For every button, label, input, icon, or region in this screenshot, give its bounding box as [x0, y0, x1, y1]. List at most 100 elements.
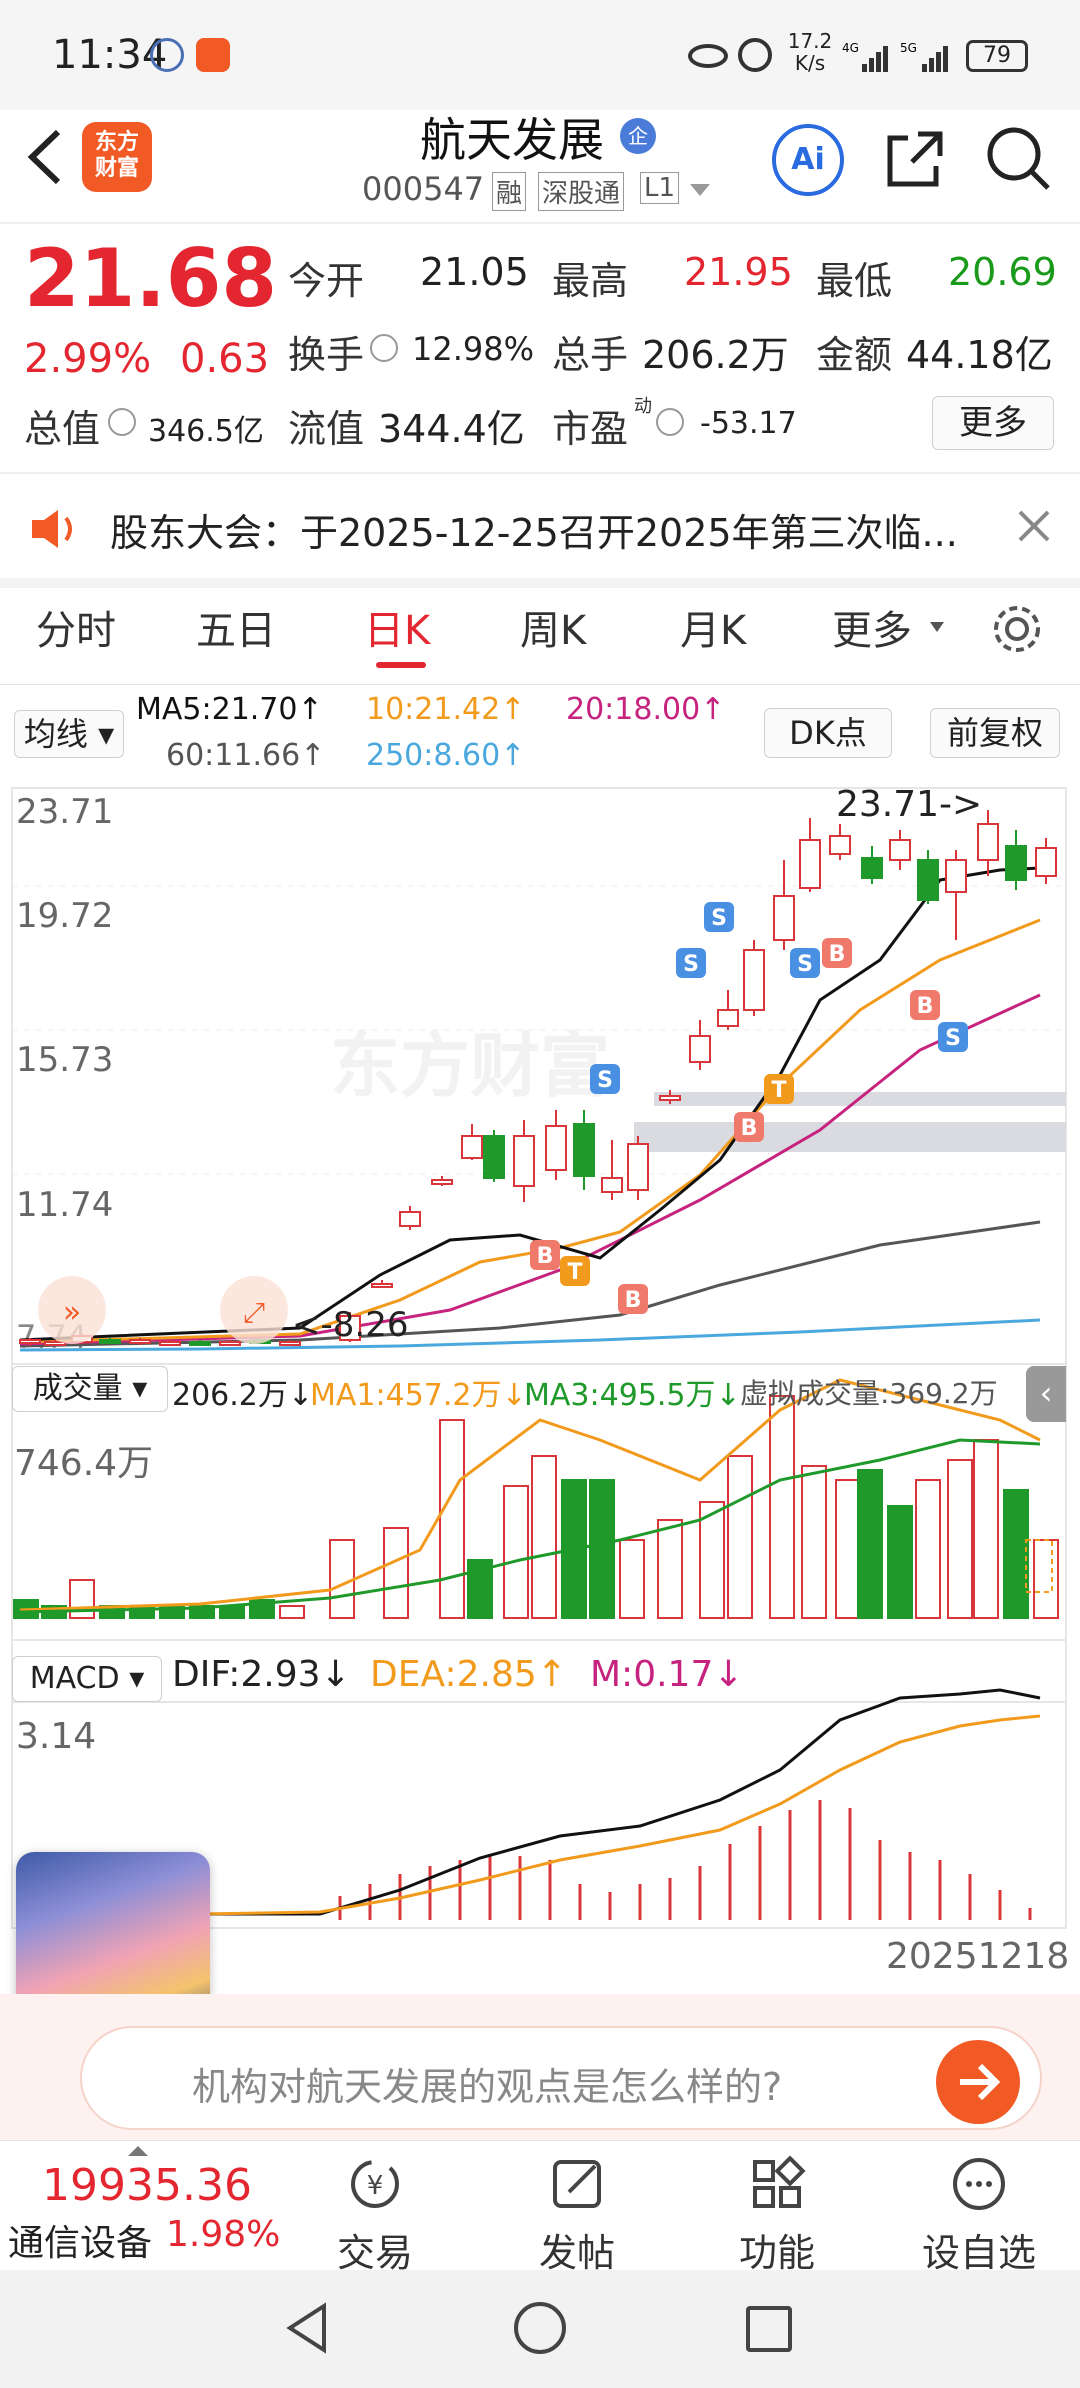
high-value: 21.95 — [684, 250, 793, 294]
home-nav-button[interactable] — [514, 2302, 566, 2354]
high-mark: 23.71-> — [836, 784, 982, 825]
tab-weekly-k[interactable]: 周K — [520, 608, 587, 654]
back-nav-button[interactable] — [282, 2300, 332, 2356]
tab-timeshare[interactable]: 分时 — [36, 608, 116, 654]
candle — [889, 839, 911, 861]
ma60-value: 60:11.66↑ — [166, 738, 326, 773]
svg-text:S: S — [683, 952, 699, 977]
svg-text:B: B — [917, 994, 934, 1019]
ai-ask-text[interactable]: 机构对航天发展的观点是怎么样的? — [192, 2065, 783, 2109]
dropdown-icon[interactable] — [690, 184, 710, 196]
t-marker[interactable]: T — [560, 1256, 590, 1286]
low-mark: <-8.26 — [292, 1305, 408, 1345]
volume-bar — [1033, 1539, 1059, 1619]
chevron-down-icon — [930, 622, 944, 632]
svg-text:5G: 5G — [900, 41, 917, 55]
nav-trade[interactable]: ¥ 交易 — [310, 2140, 440, 2275]
recents-nav-button[interactable] — [746, 2306, 792, 2352]
ai-button[interactable]: Ai — [772, 124, 844, 196]
candle — [1035, 847, 1057, 877]
tab-monthly-k[interactable]: 月K — [680, 608, 747, 654]
tab-more[interactable]: 更多 — [832, 608, 912, 654]
tab-five-day[interactable]: 五日 — [196, 608, 276, 654]
info-icon[interactable] — [108, 408, 136, 436]
kline-chart[interactable]: 东方财富 23.71 19.72 15.73 11.74 7.74 23.71-… — [0, 780, 1080, 1980]
float-label: 流值 — [288, 407, 365, 451]
expand-bubble[interactable] — [38, 1276, 106, 1344]
settings-button[interactable] — [990, 602, 1044, 656]
ma-selector[interactable]: 均线 ▾ — [14, 710, 124, 758]
volume-selector[interactable]: 成交量 ▾ — [12, 1366, 168, 1412]
info-icon[interactable] — [656, 408, 684, 436]
tab-daily-k[interactable]: 日K — [364, 608, 431, 654]
collapse-panel-button[interactable]: ‹ — [1026, 1366, 1066, 1422]
open-label: 今开 — [288, 259, 365, 303]
macd-bars — [338, 1800, 1032, 1920]
candle — [977, 823, 999, 861]
watermark: 东方财富 — [330, 1025, 610, 1107]
candle — [371, 1283, 393, 1288]
sell-marker[interactable]: S — [704, 902, 734, 932]
nav-add-watchlist[interactable]: 设自选 — [914, 2140, 1044, 2275]
zoom-bubble[interactable] — [220, 1276, 288, 1344]
buy-marker[interactable]: B — [734, 1112, 764, 1142]
adjust-button[interactable]: 前复权 — [930, 708, 1060, 758]
volume-ma1: MA1:457.2万↓ — [310, 1378, 527, 1413]
ma250-value: 250:8.60↑ — [366, 738, 526, 773]
svg-text:S: S — [597, 1068, 613, 1093]
nav-post[interactable]: 发帖 — [512, 2140, 642, 2275]
vol-ma1-line — [19, 1378, 1041, 1612]
t-marker[interactable]: T — [764, 1074, 794, 1104]
y-label: 15.73 — [16, 1040, 113, 1080]
volume-bar — [769, 1395, 795, 1619]
level-tag: L1 — [640, 172, 680, 204]
virtual-volume-bar — [1025, 1539, 1053, 1593]
ask-send-button[interactable] — [936, 2040, 1020, 2124]
sell-marker[interactable]: S — [676, 948, 706, 978]
virtual-volume: 虚拟成交量:369.2万 — [740, 1377, 998, 1410]
candle — [339, 1315, 361, 1341]
nav-function[interactable]: 功能 — [712, 2140, 842, 2275]
volume-bar — [531, 1455, 557, 1619]
ai-ask-input[interactable] — [80, 2026, 1042, 2130]
pe-label: 市盈 — [552, 407, 629, 451]
buy-marker[interactable]: B — [822, 938, 852, 968]
volume-bar — [219, 1605, 245, 1619]
back-button[interactable] — [20, 126, 70, 188]
buy-marker[interactable]: B — [910, 990, 940, 1020]
search-icon — [987, 127, 1050, 190]
dk-point-button[interactable]: DK点 — [764, 708, 892, 758]
buy-marker[interactable]: B — [618, 1284, 648, 1314]
alarm-icon — [738, 38, 772, 72]
macd-selector[interactable]: MACD ▾ — [12, 1656, 162, 1702]
sell-marker[interactable]: S — [938, 1022, 968, 1052]
svg-text:S: S — [945, 1026, 961, 1051]
buy-marker[interactable]: B — [530, 1240, 560, 1270]
macd-dea: DEA:2.85↑ — [370, 1654, 567, 1695]
stock-header — [0, 110, 1080, 222]
info-icon[interactable] — [370, 334, 398, 362]
volume-bar — [383, 1527, 409, 1619]
low-value: 20.69 — [948, 250, 1057, 294]
close-icon[interactable] — [1014, 506, 1054, 546]
notice-text[interactable]: 股东大会：于2025-12-25召开2025年第三次临... — [110, 511, 958, 555]
notice-bar[interactable] — [0, 474, 1080, 578]
sell-marker[interactable]: S — [590, 1064, 620, 1094]
candle — [483, 1135, 505, 1179]
candlesticks — [19, 810, 1057, 1346]
candle — [773, 895, 795, 941]
sell-marker[interactable]: S — [790, 948, 820, 978]
volume-bar — [657, 1519, 683, 1619]
candle — [159, 1341, 181, 1346]
svg-text:S: S — [797, 952, 813, 977]
ma-selector-label: 均线 — [23, 715, 88, 753]
trade-icon: ¥ — [351, 2160, 399, 2208]
more-button[interactable]: 更多 — [932, 396, 1054, 450]
share-button[interactable] — [882, 126, 948, 192]
search-button[interactable] — [984, 124, 1054, 194]
candle — [279, 1341, 301, 1346]
amount-value: 44.18亿 — [906, 333, 1053, 377]
volume-bar — [947, 1459, 973, 1619]
low-label: 最低 — [816, 259, 893, 303]
grid-icon — [753, 2155, 806, 2208]
